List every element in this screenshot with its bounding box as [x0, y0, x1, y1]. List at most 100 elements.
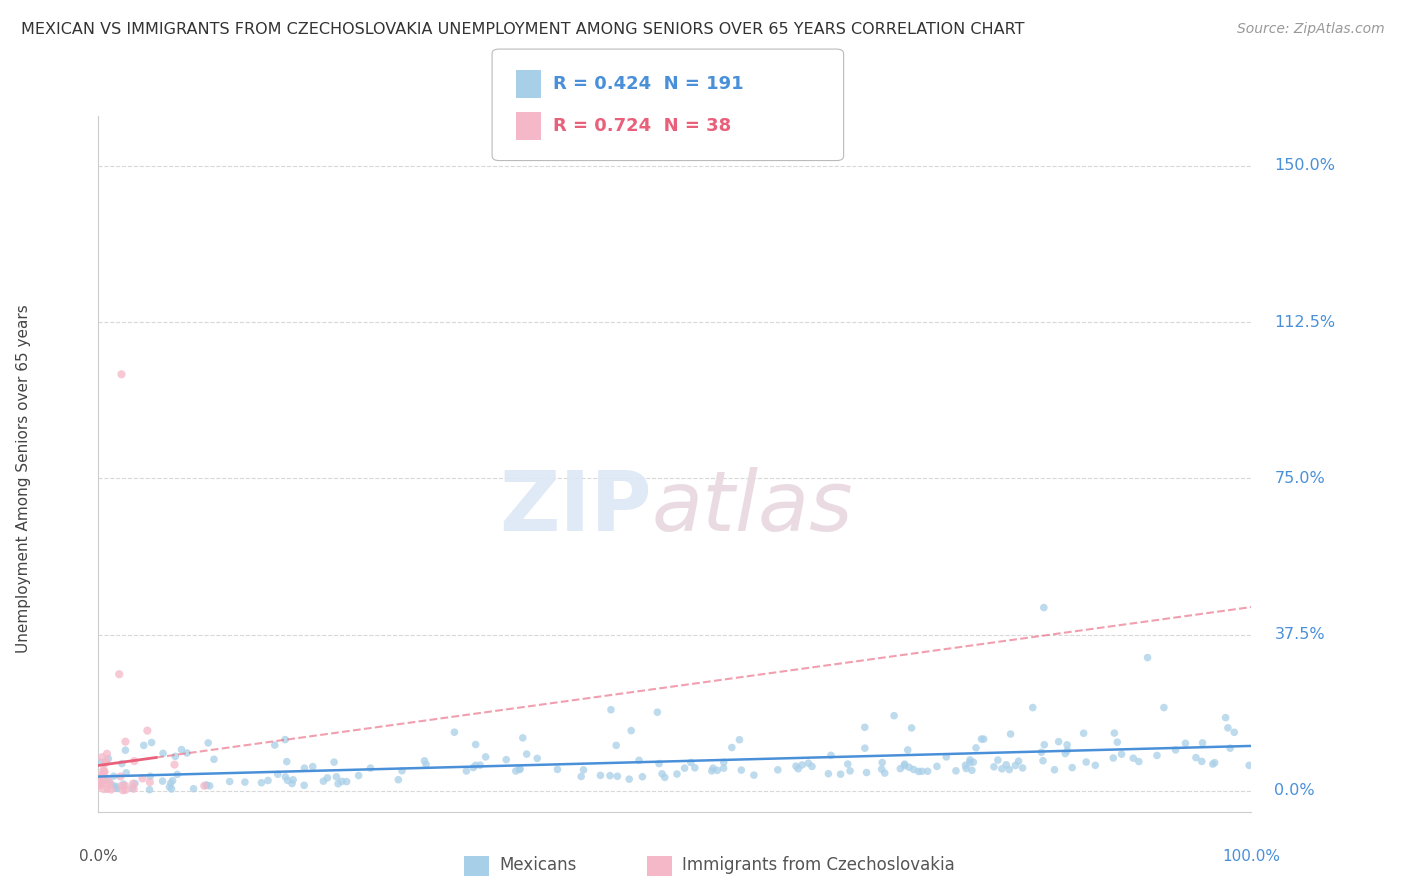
- Point: [1185, 750, 1208, 764]
- Point: [233, 775, 256, 789]
- Point: [96, 747, 118, 761]
- Point: [93, 763, 115, 777]
- Point: [456, 764, 478, 778]
- Point: [90, 768, 112, 782]
- Point: [897, 743, 920, 757]
- Point: [281, 772, 304, 787]
- Point: [323, 755, 346, 769]
- Point: [893, 757, 915, 772]
- Point: [702, 761, 724, 775]
- Point: [853, 741, 876, 756]
- Point: [1215, 711, 1237, 725]
- Point: [1216, 721, 1239, 735]
- Point: [1204, 756, 1226, 770]
- Point: [960, 764, 983, 778]
- Point: [202, 752, 225, 766]
- Point: [817, 766, 839, 780]
- Point: [336, 774, 359, 789]
- Point: [100, 777, 122, 791]
- Point: [1007, 754, 1029, 768]
- Point: [1031, 745, 1053, 759]
- Text: ZIP: ZIP: [499, 467, 652, 548]
- Point: [413, 754, 436, 768]
- Text: 100.0%: 100.0%: [1222, 849, 1281, 864]
- Point: [110, 368, 132, 382]
- Point: [1043, 763, 1066, 777]
- Point: [263, 738, 285, 752]
- Point: [654, 771, 676, 785]
- Point: [474, 750, 496, 764]
- Point: [197, 736, 219, 750]
- Point: [546, 763, 568, 777]
- Point: [90, 776, 112, 790]
- Point: [301, 759, 323, 773]
- Point: [742, 768, 765, 782]
- Point: [1073, 726, 1095, 740]
- Point: [183, 781, 205, 796]
- Point: [91, 769, 114, 783]
- Point: [1174, 736, 1197, 750]
- Point: [512, 731, 534, 745]
- Point: [505, 764, 527, 778]
- Point: [90, 776, 112, 790]
- Point: [673, 761, 696, 775]
- Point: [605, 739, 627, 753]
- Point: [162, 773, 184, 788]
- Point: [1128, 755, 1150, 769]
- Point: [122, 777, 145, 791]
- Point: [945, 764, 967, 778]
- Point: [274, 770, 297, 784]
- Point: [983, 760, 1005, 774]
- Point: [619, 772, 641, 786]
- Point: [114, 743, 136, 757]
- Point: [115, 765, 138, 780]
- Point: [98, 778, 121, 792]
- Point: [93, 765, 115, 780]
- Point: [853, 720, 876, 734]
- Point: [193, 779, 215, 793]
- Point: [108, 667, 131, 681]
- Point: [1054, 747, 1077, 761]
- Point: [893, 758, 915, 772]
- Point: [995, 757, 1018, 772]
- Point: [267, 767, 290, 781]
- Point: [136, 723, 159, 738]
- Point: [104, 780, 127, 795]
- Point: [124, 776, 146, 790]
- Point: [1237, 758, 1260, 772]
- Point: [131, 772, 153, 786]
- Point: [683, 761, 706, 775]
- Point: [1153, 700, 1175, 714]
- Point: [139, 769, 162, 783]
- Point: [526, 751, 548, 765]
- Point: [112, 777, 135, 791]
- Point: [998, 763, 1021, 777]
- Point: [250, 775, 273, 789]
- Point: [159, 776, 181, 790]
- Point: [443, 725, 465, 739]
- Point: [509, 762, 531, 776]
- Point: [159, 780, 181, 794]
- Point: [730, 763, 752, 777]
- Text: R = 0.424  N = 191: R = 0.424 N = 191: [553, 75, 744, 93]
- Point: [955, 762, 977, 776]
- Point: [110, 770, 132, 784]
- Point: [111, 783, 134, 797]
- Point: [257, 773, 280, 788]
- Point: [98, 774, 121, 789]
- Point: [114, 734, 136, 748]
- Point: [797, 756, 820, 771]
- Point: [166, 767, 188, 781]
- Point: [883, 708, 905, 723]
- Point: [720, 740, 742, 755]
- Point: [121, 781, 143, 796]
- Point: [1146, 748, 1168, 763]
- Point: [160, 782, 183, 797]
- Point: [276, 773, 298, 788]
- Point: [589, 768, 612, 782]
- Point: [87, 780, 110, 794]
- Point: [648, 756, 671, 771]
- Point: [292, 761, 315, 775]
- Point: [330, 774, 353, 789]
- Point: [97, 751, 120, 765]
